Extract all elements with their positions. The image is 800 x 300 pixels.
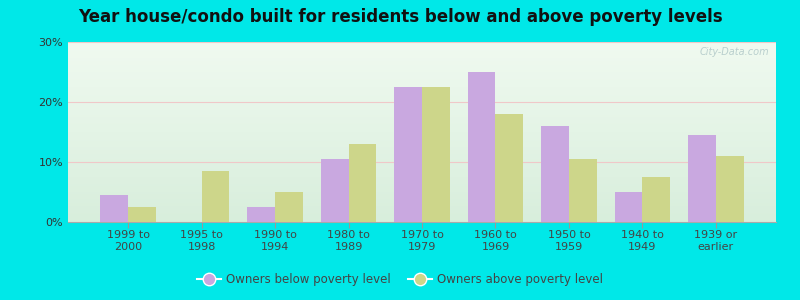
Bar <box>275 192 303 222</box>
Legend: Owners below poverty level, Owners above poverty level: Owners below poverty level, Owners above… <box>193 269 607 291</box>
Bar <box>541 126 569 222</box>
Bar <box>349 144 377 222</box>
Bar <box>716 156 744 222</box>
Bar <box>642 177 670 222</box>
Bar <box>100 195 128 222</box>
Bar <box>688 135 716 222</box>
Bar <box>495 114 523 222</box>
Text: Year house/condo built for residents below and above poverty levels: Year house/condo built for residents bel… <box>78 8 722 26</box>
Bar <box>467 72 495 222</box>
Bar <box>422 87 450 222</box>
Bar <box>614 192 642 222</box>
Bar <box>569 159 597 222</box>
Text: City-Data.com: City-Data.com <box>699 47 769 57</box>
Bar <box>321 159 349 222</box>
Bar <box>394 87 422 222</box>
Bar <box>247 207 275 222</box>
Bar <box>202 171 230 222</box>
Bar <box>128 207 156 222</box>
